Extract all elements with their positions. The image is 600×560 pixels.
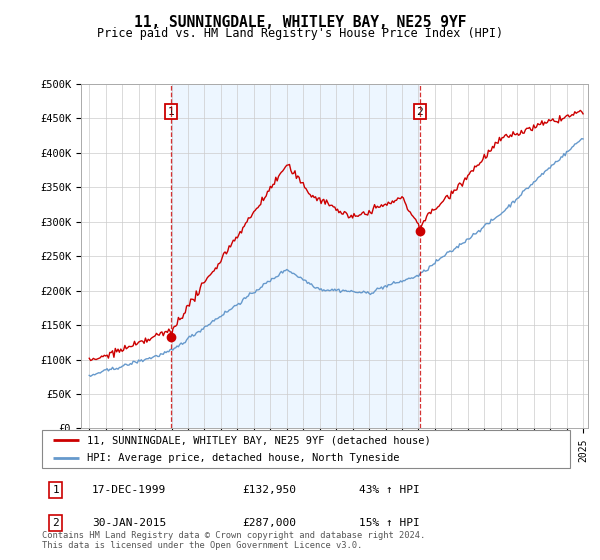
Text: £287,000: £287,000 <box>242 518 296 528</box>
Text: 17-DEC-1999: 17-DEC-1999 <box>92 485 166 495</box>
Text: 1: 1 <box>167 106 174 116</box>
Text: 11, SUNNINGDALE, WHITLEY BAY, NE25 9YF: 11, SUNNINGDALE, WHITLEY BAY, NE25 9YF <box>134 15 466 30</box>
Text: 11, SUNNINGDALE, WHITLEY BAY, NE25 9YF (detached house): 11, SUNNINGDALE, WHITLEY BAY, NE25 9YF (… <box>87 435 431 445</box>
Text: Price paid vs. HM Land Registry's House Price Index (HPI): Price paid vs. HM Land Registry's House … <box>97 27 503 40</box>
Text: 2: 2 <box>416 106 423 116</box>
Text: 2: 2 <box>53 518 59 528</box>
Text: 30-JAN-2015: 30-JAN-2015 <box>92 518 166 528</box>
Text: £132,950: £132,950 <box>242 485 296 495</box>
Text: 15% ↑ HPI: 15% ↑ HPI <box>359 518 419 528</box>
Text: 43% ↑ HPI: 43% ↑ HPI <box>359 485 419 495</box>
Text: 1: 1 <box>53 485 59 495</box>
Text: Contains HM Land Registry data © Crown copyright and database right 2024.
This d: Contains HM Land Registry data © Crown c… <box>42 530 425 550</box>
Text: HPI: Average price, detached house, North Tyneside: HPI: Average price, detached house, Nort… <box>87 453 400 463</box>
Bar <box>171 84 420 428</box>
FancyBboxPatch shape <box>42 430 570 468</box>
